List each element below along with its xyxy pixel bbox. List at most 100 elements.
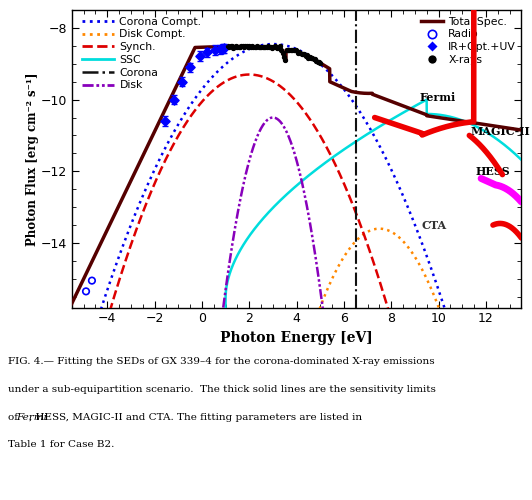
Point bbox=[262, 42, 271, 50]
Point bbox=[195, 52, 204, 60]
Point bbox=[215, 46, 224, 54]
Point bbox=[235, 42, 243, 50]
Text: Table 1 for Case B2.: Table 1 for Case B2. bbox=[8, 440, 114, 449]
Disk bbox=[69, 312, 75, 318]
Point bbox=[289, 46, 298, 54]
Point bbox=[227, 42, 235, 50]
Total Spec. bbox=[438, 115, 445, 121]
Total Spec. bbox=[69, 300, 75, 306]
Point bbox=[309, 55, 318, 63]
Corona Compt. bbox=[241, 48, 247, 54]
Point bbox=[224, 42, 232, 50]
Point bbox=[311, 56, 319, 64]
Text: Fermi: Fermi bbox=[16, 412, 47, 422]
Point bbox=[287, 46, 295, 54]
Disk Compt. bbox=[120, 312, 126, 318]
Synch. bbox=[120, 265, 126, 271]
Point bbox=[257, 43, 265, 51]
Text: CTA: CTA bbox=[422, 220, 447, 230]
Point bbox=[303, 51, 311, 59]
Text: , HESS, MAGIC-II and CTA. The fitting parameters are listed in: , HESS, MAGIC-II and CTA. The fitting pa… bbox=[29, 412, 362, 422]
Point bbox=[288, 46, 296, 54]
Disk bbox=[461, 312, 468, 318]
Synch. bbox=[510, 312, 516, 318]
Line: Disk: Disk bbox=[72, 118, 521, 314]
Total Spec. bbox=[338, 84, 345, 90]
Total Spec. bbox=[404, 104, 411, 110]
Total Spec. bbox=[361, 90, 368, 96]
Point bbox=[300, 50, 309, 58]
Point bbox=[282, 46, 291, 54]
Point bbox=[238, 42, 247, 50]
Point bbox=[203, 48, 211, 56]
Text: of: of bbox=[8, 412, 21, 422]
Disk bbox=[120, 312, 126, 318]
Point bbox=[280, 53, 288, 61]
Point bbox=[298, 50, 307, 58]
Disk bbox=[147, 312, 153, 318]
Point bbox=[273, 44, 282, 52]
Point bbox=[88, 276, 96, 284]
Point bbox=[301, 52, 310, 60]
Point bbox=[296, 49, 304, 57]
Corona Compt. bbox=[518, 312, 525, 318]
Disk Compt. bbox=[147, 312, 153, 318]
Corona Compt. bbox=[461, 312, 468, 318]
Point bbox=[82, 288, 90, 296]
Point bbox=[161, 117, 170, 125]
Point bbox=[279, 49, 287, 57]
Point bbox=[251, 43, 259, 51]
Point bbox=[229, 44, 238, 52]
Point bbox=[246, 44, 255, 52]
Point bbox=[225, 44, 234, 52]
Point bbox=[230, 44, 239, 52]
Point bbox=[264, 42, 272, 50]
Disk bbox=[518, 312, 525, 318]
SSC bbox=[518, 157, 525, 163]
Point bbox=[271, 42, 279, 50]
Point bbox=[248, 42, 256, 50]
Point bbox=[276, 42, 285, 50]
SSC bbox=[120, 312, 126, 318]
SSC bbox=[461, 118, 468, 124]
Disk bbox=[510, 312, 516, 318]
Point bbox=[237, 42, 246, 50]
Point bbox=[219, 44, 228, 52]
Point bbox=[293, 48, 302, 56]
Corona Compt. bbox=[510, 312, 516, 318]
Point bbox=[253, 42, 262, 50]
Disk bbox=[270, 114, 276, 120]
Disk Compt. bbox=[261, 312, 267, 318]
Synch. bbox=[69, 312, 75, 318]
Point bbox=[249, 42, 257, 50]
Point bbox=[290, 46, 299, 54]
Point bbox=[275, 44, 283, 52]
Total Spec. bbox=[518, 127, 525, 133]
Point bbox=[316, 59, 325, 67]
Disk Compt. bbox=[376, 226, 383, 232]
Point bbox=[236, 43, 244, 51]
Synch. bbox=[261, 74, 267, 80]
Point bbox=[254, 43, 263, 51]
Point bbox=[232, 42, 240, 50]
Point bbox=[268, 44, 276, 52]
Disk Compt. bbox=[241, 312, 247, 318]
Corona Compt. bbox=[147, 177, 153, 183]
Corona Compt. bbox=[261, 42, 267, 48]
Point bbox=[292, 46, 301, 54]
Disk bbox=[241, 178, 247, 184]
Point bbox=[186, 64, 194, 72]
Line: Disk Compt.: Disk Compt. bbox=[72, 228, 521, 314]
Corona Compt. bbox=[270, 41, 276, 47]
Disk Compt. bbox=[461, 312, 468, 318]
Synch. bbox=[518, 312, 525, 318]
Point bbox=[285, 46, 294, 54]
Synch. bbox=[461, 312, 468, 318]
Point bbox=[178, 78, 186, 86]
Disk bbox=[261, 121, 267, 127]
Point bbox=[281, 56, 290, 64]
Synch. bbox=[241, 72, 247, 78]
Line: Total Spec.: Total Spec. bbox=[72, 46, 521, 304]
Point bbox=[261, 42, 270, 50]
Text: MAGIC-II: MAGIC-II bbox=[470, 126, 530, 138]
